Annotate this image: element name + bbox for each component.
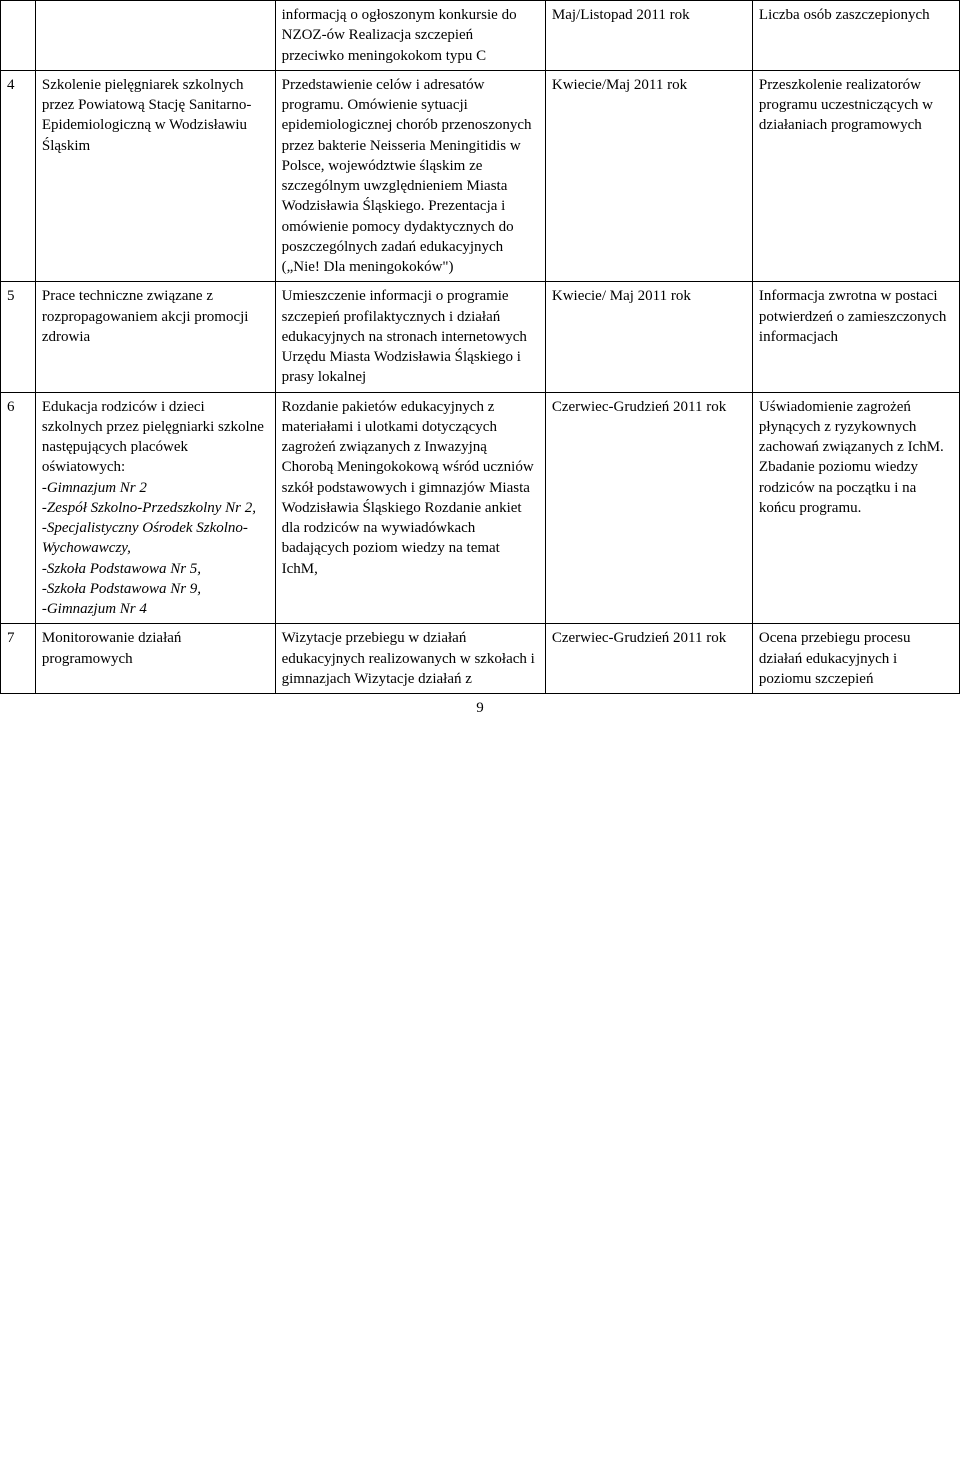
- cell-result: Liczba osób zaszczepionych: [752, 1, 959, 71]
- cell-task: Monitorowanie działań programowych: [35, 624, 275, 694]
- cell-date: Kwiecie/ Maj 2011 rok: [545, 282, 752, 392]
- table-row: informacją o ogłoszonym konkursie do NZO…: [1, 1, 960, 71]
- cell-task: Prace techniczne związane z rozpropagowa…: [35, 282, 275, 392]
- task-list-item: -Gimnazjum Nr 4: [42, 601, 147, 617]
- cell-task: [35, 1, 275, 71]
- cell-result: Uświadomienie zagrożeń płynących z ryzyk…: [752, 392, 959, 624]
- cell-desc: Rozdanie pakietów edukacyjnych z materia…: [275, 392, 545, 624]
- cell-num: 7: [1, 624, 36, 694]
- cell-num: 6: [1, 392, 36, 624]
- cell-date: Czerwiec-Grudzień 2011 rok: [545, 392, 752, 624]
- cell-task: Edukacja rodziców i dzieci szkolnych prz…: [35, 392, 275, 624]
- table-row: 4 Szkolenie pielęgniarek szkolnych przez…: [1, 70, 960, 282]
- task-list-item: -Szkoła Podstawowa Nr 9,: [42, 581, 201, 597]
- document-page: informacją o ogłoszonym konkursie do NZO…: [0, 0, 960, 717]
- cell-desc: Umieszczenie informacji o programie szcz…: [275, 282, 545, 392]
- cell-result: Ocena przebiegu procesu działań edukacyj…: [752, 624, 959, 694]
- cell-result: Przeszkolenie realizatorów programu ucze…: [752, 70, 959, 282]
- cell-num: 5: [1, 282, 36, 392]
- table-row: 5 Prace techniczne związane z rozpropago…: [1, 282, 960, 392]
- cell-num: [1, 1, 36, 71]
- program-table: informacją o ogłoszonym konkursie do NZO…: [0, 0, 960, 694]
- cell-result: Informacja zwrotna w postaci potwierdzeń…: [752, 282, 959, 392]
- page-number: 9: [0, 694, 960, 717]
- task-list-item: -Gimnazjum Nr 2: [42, 480, 147, 496]
- cell-num: 4: [1, 70, 36, 282]
- cell-date: Kwiecie/Maj 2011 rok: [545, 70, 752, 282]
- task-list-item: -Zespół Szkolno-Przedszkolny Nr 2,: [42, 500, 256, 516]
- cell-date: Maj/Listopad 2011 rok: [545, 1, 752, 71]
- task-list-item: -Szkoła Podstawowa Nr 5,: [42, 561, 201, 577]
- cell-desc: Przedstawienie celów i adresatów program…: [275, 70, 545, 282]
- cell-task: Szkolenie pielęgniarek szkolnych przez P…: [35, 70, 275, 282]
- cell-date: Czerwiec-Grudzień 2011 rok: [545, 624, 752, 694]
- task-list-item: -Specjalistyczny Ośrodek Szkolno-Wychowa…: [42, 520, 248, 556]
- cell-desc: informacją o ogłoszonym konkursie do NZO…: [275, 1, 545, 71]
- cell-desc: Wizytacje przebiegu w działań edukacyjny…: [275, 624, 545, 694]
- table-row: 6 Edukacja rodziców i dzieci szkolnych p…: [1, 392, 960, 624]
- table-row: 7 Monitorowanie działań programowych Wiz…: [1, 624, 960, 694]
- task-intro: Edukacja rodziców i dzieci szkolnych prz…: [42, 399, 264, 476]
